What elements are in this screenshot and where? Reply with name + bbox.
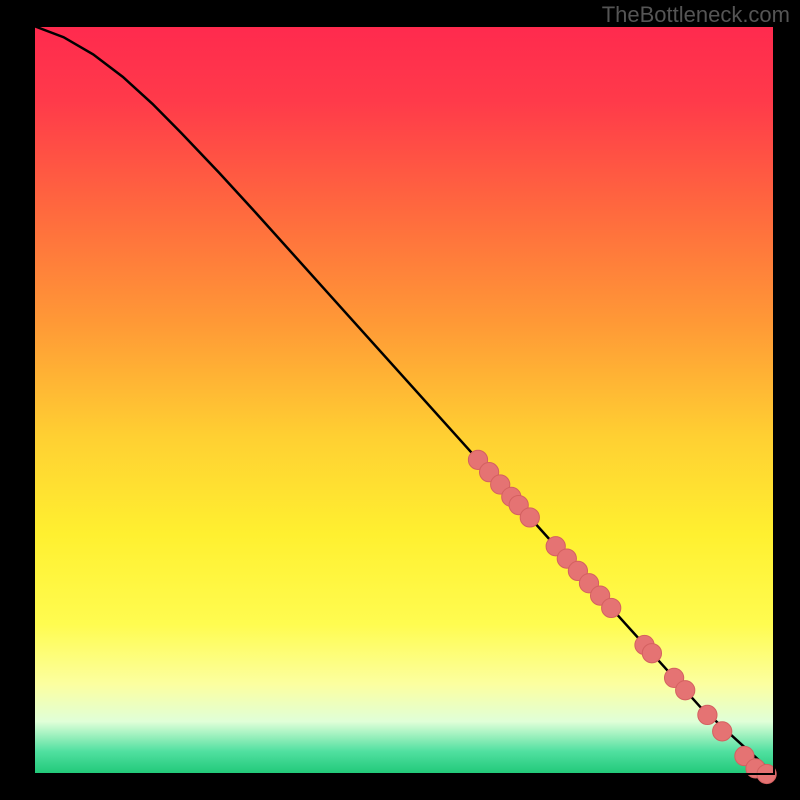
chart-container: TheBottleneck.com (0, 0, 800, 800)
chart-svg (0, 0, 800, 800)
data-marker (676, 681, 695, 700)
data-marker (713, 722, 732, 741)
data-marker (642, 644, 661, 663)
data-marker (520, 508, 539, 527)
attribution-text[interactable]: TheBottleneck.com (602, 2, 790, 28)
plot-background (34, 26, 774, 774)
data-marker (698, 705, 717, 724)
data-marker (602, 598, 621, 617)
